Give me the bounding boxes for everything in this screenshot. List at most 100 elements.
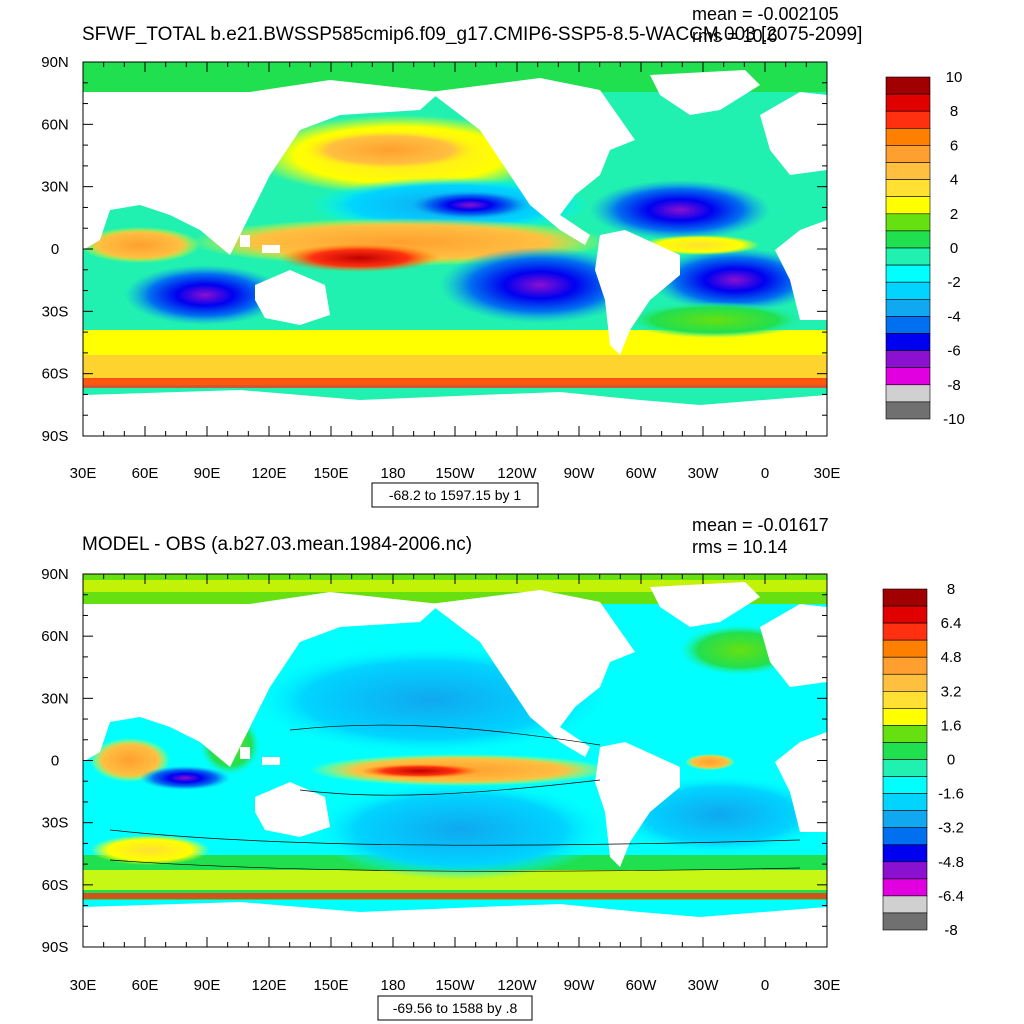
lat-tick-label: 0 xyxy=(51,753,59,770)
lon-tick-label: 180 xyxy=(380,465,405,482)
colorbar-label: 2 xyxy=(950,206,958,223)
lat-tick-label: 60S xyxy=(42,366,69,383)
lon-tick-label: 90W xyxy=(564,977,596,994)
colorbar-swatch xyxy=(885,264,931,283)
colorbar-label: -10 xyxy=(943,411,965,428)
lon-tick-label: 30E xyxy=(70,465,97,482)
colorbar-label: -8 xyxy=(944,922,957,939)
lat-tick-label: 90S xyxy=(42,428,69,445)
lon-tick-label: 30W xyxy=(688,977,720,994)
colorbar-swatch xyxy=(882,673,928,692)
colorbar-swatch xyxy=(885,196,931,215)
colorbar-swatch xyxy=(882,776,928,794)
lat-tick-label: 30S xyxy=(42,815,69,832)
colorbar-swatch xyxy=(885,179,931,198)
panel-bottom-title: MODEL - OBS (a.b27.03.mean.1984-2006.nc) xyxy=(82,534,472,555)
lon-tick-label: 180 xyxy=(380,977,405,994)
colorbar-swatch xyxy=(885,367,931,386)
panel-bottom-range-label: -69.56 to 1588 by .8 xyxy=(393,1000,518,1016)
lat-tick-label: 90N xyxy=(41,54,69,71)
colorbar-swatch xyxy=(885,281,931,300)
lon-tick-label: 120W xyxy=(497,977,537,994)
lon-tick-label: 90W xyxy=(564,465,596,482)
colorbar-label: -6 xyxy=(947,343,960,360)
colorbar-swatch xyxy=(882,861,928,880)
colorbar-label: -1.6 xyxy=(938,786,964,803)
panel-top-colorbar: 10 8 6 4 2 0 -2 -4 -6 -8 -10 xyxy=(885,69,965,428)
colorbar-swatch xyxy=(882,810,928,829)
colorbar-label: -6.4 xyxy=(938,888,964,905)
colorbar-swatch xyxy=(882,690,928,709)
lon-tick-label: 30W xyxy=(688,465,720,482)
colorbar-swatch xyxy=(885,230,931,249)
colorbar-swatch xyxy=(885,298,931,317)
colorbar-label: -3.2 xyxy=(938,820,964,837)
colorbar-label: -8 xyxy=(947,377,960,394)
lon-tick-label: 0 xyxy=(761,977,769,994)
lon-tick-label: 150E xyxy=(313,465,348,482)
colorbar-label: 6 xyxy=(950,137,958,154)
colorbar-swatch xyxy=(882,742,928,760)
colorbar-swatch xyxy=(882,639,928,658)
colorbar-swatch xyxy=(885,247,931,266)
colorbar-swatch xyxy=(882,708,928,726)
colorbar-swatch xyxy=(885,110,931,129)
lat-tick-label: 30N xyxy=(41,179,69,196)
panel-bottom-mean: mean = -0.01617 xyxy=(692,515,829,535)
panel-bottom: MODEL - OBS (a.b27.03.mean.1984-2006.nc)… xyxy=(41,515,964,1021)
lon-tick-label: 120W xyxy=(497,465,537,482)
lon-tick-label: 60E xyxy=(132,465,159,482)
lat-tick-label: 60S xyxy=(42,877,69,894)
colorbar-swatch xyxy=(885,128,931,146)
lon-tick-label: 0 xyxy=(761,465,769,482)
colorbar-swatch xyxy=(882,793,928,811)
colorbar-swatch xyxy=(882,725,928,743)
colorbar-swatch xyxy=(885,350,931,369)
colorbar-swatch xyxy=(882,878,928,897)
colorbar-swatch xyxy=(882,759,928,777)
lat-tick-label: 60N xyxy=(41,116,69,133)
colorbar-swatch xyxy=(882,622,928,641)
colorbar-swatch xyxy=(885,213,931,232)
lon-tick-label: 150W xyxy=(435,977,475,994)
colorbar-swatch xyxy=(885,145,931,163)
panel-top-lon-axis: 30E 60E 90E 120E 150E 180 150W 120W 90W 60W 30W 0 30… xyxy=(70,62,841,482)
colorbar-label: 10 xyxy=(946,69,963,86)
colorbar-label: -2 xyxy=(947,274,960,291)
panel-bottom-range-box xyxy=(377,995,533,1021)
panel-bottom-colorbar: 8 6.4 4.8 3.2 1.6 0 -1.6 -3.2 -4.8 -6.4 -8 xyxy=(882,581,964,939)
lon-tick-label: 30E xyxy=(814,977,841,994)
panel-bottom-rms: rms = 10.14 xyxy=(692,537,788,557)
colorbar-swatch xyxy=(882,895,928,914)
satl-blue xyxy=(650,248,820,312)
lat-tick-label: 90S xyxy=(42,939,69,956)
lon-tick-label: 60W xyxy=(626,977,658,994)
contour-lines xyxy=(109,724,801,872)
lon-tick-label: 90E xyxy=(194,977,221,994)
panel-top-mean: mean = -0.002105 xyxy=(692,4,839,24)
colorbar-swatch xyxy=(885,93,931,112)
panel-top-title: SFWF_TOTAL b.e21.BWSSP585cmip6.f09_g17.C… xyxy=(82,24,862,45)
colorbar-swatch xyxy=(885,401,931,420)
lon-tick-label: 60E xyxy=(132,977,159,994)
land xyxy=(83,582,827,947)
lon-tick-label: 30E xyxy=(814,465,841,482)
lat-tick-label: 30S xyxy=(42,303,69,320)
panel-top-rms: rms = 10.6 xyxy=(692,26,778,46)
panel-top-range-label: -68.2 to 1597.15 by 1 xyxy=(389,487,522,503)
lat-tick-label: 0 xyxy=(51,241,59,258)
colorbar-label: 3.2 xyxy=(941,683,962,700)
colorbar-label: 0 xyxy=(947,752,955,769)
colorbar-swatch xyxy=(882,912,928,931)
lon-tick-label: 120E xyxy=(251,465,286,482)
colorbar-swatch xyxy=(882,588,928,607)
panel-top-map xyxy=(82,61,828,437)
colorbar-swatch xyxy=(885,162,931,180)
colorbar-label: 6.4 xyxy=(941,615,962,632)
lon-tick-label: 150E xyxy=(313,977,348,994)
lon-tick-label: 120E xyxy=(251,977,286,994)
colorbar-swatch xyxy=(885,333,931,351)
spac-blue xyxy=(440,247,640,323)
colorbar-label: 1.6 xyxy=(941,717,962,734)
colorbar-label: 4.8 xyxy=(941,649,962,666)
